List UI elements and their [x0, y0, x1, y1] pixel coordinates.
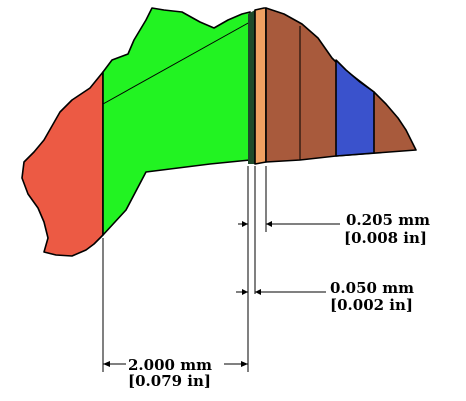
arrowhead: [266, 221, 272, 227]
dark-thin-layer: [248, 10, 255, 164]
dimension-0205: 0.205 mm [0.008 in]: [238, 166, 430, 294]
dimension-value-mm: 0.050 mm: [330, 279, 414, 297]
orange-layer: [254, 7, 267, 165]
dimension-value-in: [0.079 in]: [128, 372, 211, 390]
red-region: [21, 71, 104, 257]
arrowhead: [242, 221, 248, 227]
arrowhead: [241, 361, 248, 367]
green-region: [102, 7, 251, 236]
dimension-2000: 2.000 mm [0.079 in]: [102, 238, 249, 390]
dimension-value-mm: 2.000 mm: [128, 356, 212, 374]
dimension-value-mm: 0.205 mm: [346, 211, 430, 229]
arrowhead: [242, 289, 248, 295]
blue-band: [335, 59, 375, 157]
green-internal-line: [102, 21, 251, 105]
dimension-value-in: [0.002 in]: [330, 296, 413, 314]
dimension-value-in: [0.008 in]: [344, 229, 427, 247]
arrowhead: [103, 361, 110, 367]
dimension-0050: 0.050 mm [0.002 in]: [236, 232, 414, 314]
arrowhead: [255, 289, 261, 295]
